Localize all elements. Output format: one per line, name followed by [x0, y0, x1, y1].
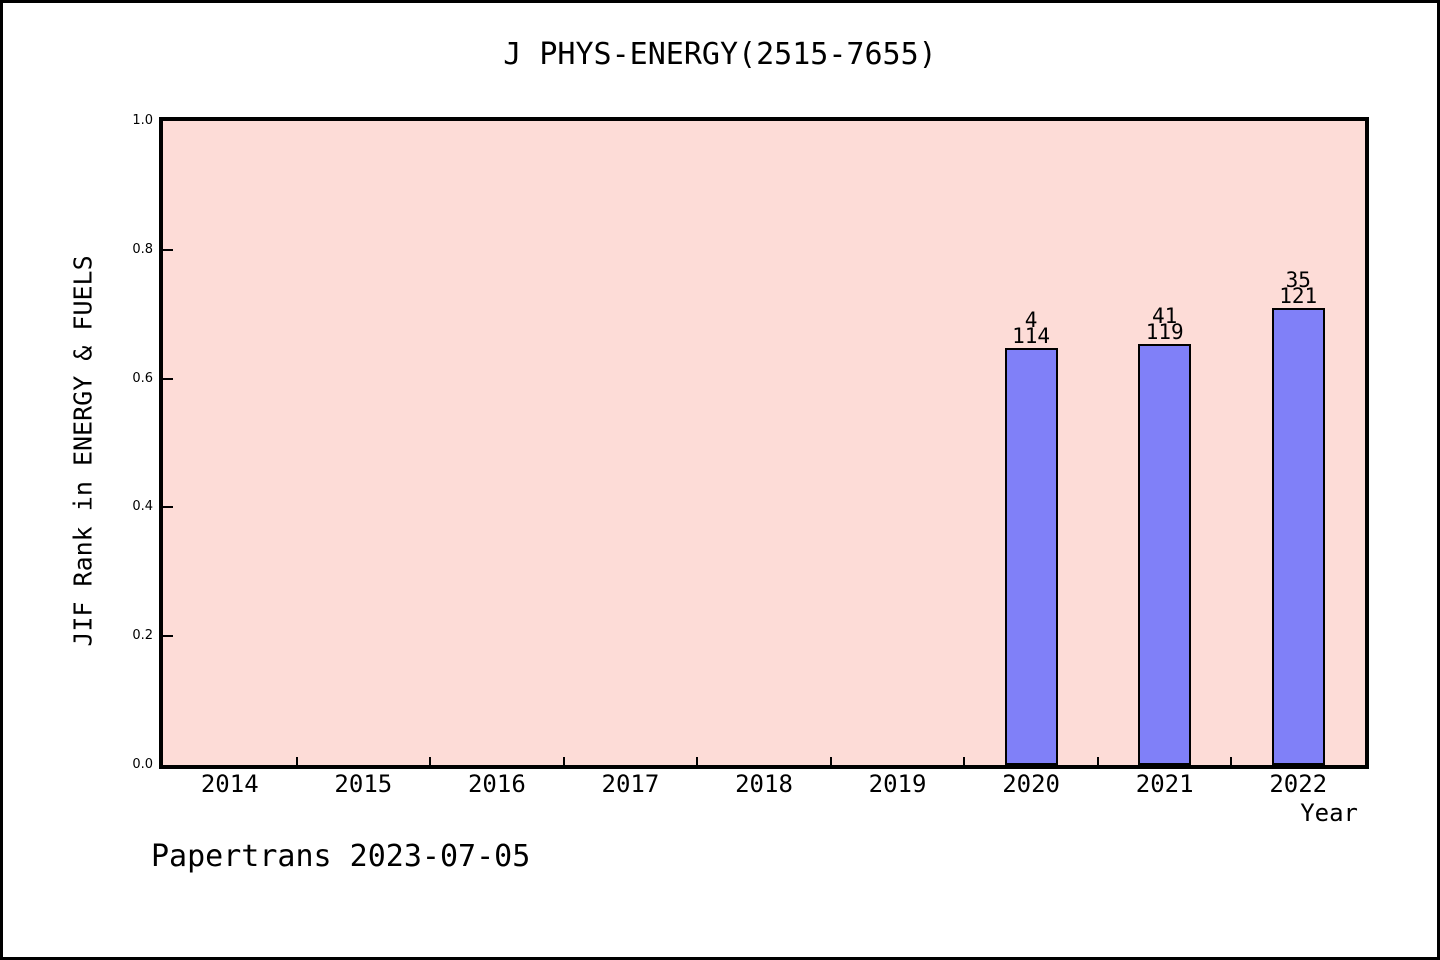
- x-tick-label-2017: 2017: [601, 770, 660, 798]
- x-tick: [562, 757, 565, 765]
- x-tick: [963, 757, 966, 765]
- x-tick: [295, 757, 298, 765]
- x-tick-label-2020: 2020: [1002, 770, 1060, 798]
- y-axis-label: JIF Rank in ENERGY & FUELS: [68, 255, 98, 647]
- bar-2021: [1138, 344, 1192, 765]
- x-axis-label: Year: [1300, 799, 1358, 827]
- y-tick: [163, 635, 173, 638]
- x-tick: [1096, 757, 1099, 765]
- bar-label-2021: 41 119: [1145, 304, 1184, 344]
- x-tick-label-2021: 2021: [1135, 770, 1194, 798]
- y-tick-label-0.0: 0.0: [132, 757, 153, 772]
- x-tick: [1230, 757, 1233, 765]
- y-tick: [163, 377, 173, 380]
- plot-area: 4 114 41 119 35 121: [159, 117, 1369, 769]
- x-tick-label-2018: 2018: [735, 770, 793, 798]
- x-tick-label-2016: 2016: [467, 770, 526, 798]
- x-tick: [696, 757, 699, 765]
- chart-title: J PHYS-ENERGY(2515-7655): [503, 37, 937, 72]
- x-tick-label-2019: 2019: [868, 770, 927, 798]
- y-tick-label-0.8: 0.8: [132, 241, 153, 257]
- x-tick-label-2022: 2022: [1269, 770, 1328, 798]
- bar-2022: [1271, 308, 1325, 765]
- watermark-text: Papertrans 2023-07-05: [151, 839, 531, 874]
- y-tick-label-1.0: 1.0: [132, 113, 153, 128]
- x-tick: [829, 757, 832, 765]
- x-tick-label-2015: 2015: [334, 770, 393, 798]
- bar-label-2020: 4 114: [1012, 308, 1051, 348]
- bar-2020: [1004, 348, 1058, 765]
- y-tick-label-0.4: 0.4: [132, 499, 153, 515]
- y-tick-label-0.6: 0.6: [132, 370, 153, 386]
- bar-label-2022: 35 121: [1279, 268, 1318, 308]
- y-tick: [163, 248, 173, 251]
- y-tick-label-0.2: 0.2: [132, 628, 153, 644]
- y-tick: [163, 506, 173, 509]
- x-tick-label-2014: 2014: [200, 770, 259, 798]
- x-tick: [429, 757, 432, 765]
